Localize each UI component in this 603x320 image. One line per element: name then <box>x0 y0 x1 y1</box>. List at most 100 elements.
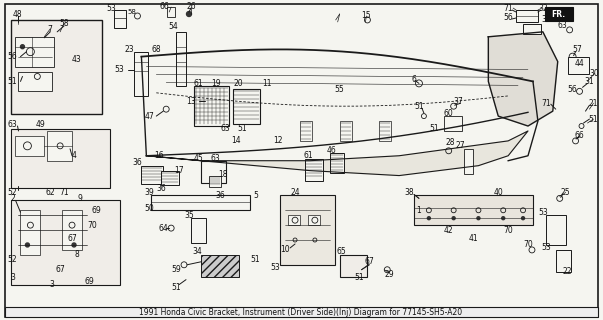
Text: 51: 51 <box>8 77 17 86</box>
Text: 48: 48 <box>13 10 22 19</box>
Bar <box>300 121 312 141</box>
Text: 16: 16 <box>154 151 164 160</box>
Text: 3: 3 <box>50 280 55 289</box>
Text: 44: 44 <box>575 59 584 68</box>
Text: 39: 39 <box>145 188 154 197</box>
Text: 22: 22 <box>563 267 572 276</box>
Text: 58: 58 <box>127 9 136 15</box>
Text: 18: 18 <box>218 170 227 179</box>
Text: 14: 14 <box>231 136 241 145</box>
Bar <box>523 24 541 34</box>
Bar <box>330 153 344 172</box>
Text: 51: 51 <box>355 273 364 282</box>
Text: 51: 51 <box>251 255 260 264</box>
Text: 8: 8 <box>75 250 80 260</box>
Text: 32: 32 <box>538 4 548 12</box>
Text: 64: 64 <box>159 224 168 233</box>
Text: 41: 41 <box>469 234 478 243</box>
Text: 53: 53 <box>541 244 551 252</box>
Text: 63: 63 <box>558 21 567 30</box>
Text: 35: 35 <box>184 211 194 220</box>
Bar <box>233 89 260 124</box>
Text: 71: 71 <box>59 188 69 197</box>
Text: 10: 10 <box>280 245 290 254</box>
Bar <box>567 57 590 75</box>
Bar <box>339 121 352 141</box>
Text: 5: 5 <box>253 191 258 200</box>
Bar <box>308 215 320 225</box>
Circle shape <box>72 243 76 247</box>
Text: 71: 71 <box>504 4 513 12</box>
Text: 56: 56 <box>504 13 513 22</box>
Text: 70: 70 <box>504 226 513 235</box>
Bar <box>21 210 40 255</box>
Text: 47: 47 <box>145 112 154 121</box>
Text: 57: 57 <box>573 45 582 54</box>
Text: 9: 9 <box>78 194 83 203</box>
Text: 62: 62 <box>45 188 55 197</box>
Text: 51: 51 <box>171 283 181 292</box>
Text: 1991 Honda Civic Bracket, Instrument (Driver Side)(Inj) Diagram for 77145-SH5-A2: 1991 Honda Civic Bracket, Instrument (Dr… <box>139 308 463 317</box>
Bar <box>545 7 573 21</box>
Text: 28: 28 <box>446 138 455 148</box>
Text: 66: 66 <box>575 132 584 140</box>
Text: 36: 36 <box>133 158 142 167</box>
Bar <box>142 166 163 183</box>
Bar <box>161 171 179 186</box>
Text: 51: 51 <box>589 115 598 124</box>
Text: 30: 30 <box>590 69 599 78</box>
Bar <box>280 196 335 265</box>
Text: 36: 36 <box>156 184 166 193</box>
Bar <box>379 121 391 141</box>
Text: 56: 56 <box>8 52 17 61</box>
Bar <box>201 161 226 182</box>
Text: 53: 53 <box>115 65 124 74</box>
Text: 23: 23 <box>125 45 134 54</box>
Text: 63: 63 <box>221 124 230 133</box>
Bar <box>11 200 119 284</box>
Bar <box>288 215 300 225</box>
Text: 51: 51 <box>429 124 438 133</box>
Text: 52: 52 <box>8 255 17 264</box>
Text: 17: 17 <box>174 166 184 175</box>
Text: 25: 25 <box>561 188 570 197</box>
Text: 59: 59 <box>171 265 181 274</box>
Bar <box>339 255 367 277</box>
Text: 68: 68 <box>151 45 161 54</box>
Bar <box>11 20 102 114</box>
Text: 54: 54 <box>168 22 178 31</box>
Bar <box>47 131 72 161</box>
Bar <box>414 196 533 225</box>
Text: 61: 61 <box>193 79 203 88</box>
Text: 53: 53 <box>538 208 548 217</box>
Text: 46: 46 <box>327 146 336 155</box>
Bar <box>62 210 82 250</box>
Polygon shape <box>147 131 528 176</box>
Text: 42: 42 <box>444 226 453 235</box>
Text: 67: 67 <box>55 265 65 274</box>
Text: 67: 67 <box>365 257 374 266</box>
Text: 65: 65 <box>336 247 347 256</box>
Text: 70: 70 <box>87 220 96 230</box>
Text: 58: 58 <box>59 20 69 28</box>
Bar <box>176 32 186 86</box>
Text: 38: 38 <box>404 188 414 197</box>
Text: 11: 11 <box>262 79 272 88</box>
Text: 1: 1 <box>417 206 421 215</box>
Text: 6: 6 <box>412 75 417 84</box>
Circle shape <box>502 217 505 220</box>
Text: 53: 53 <box>107 4 116 12</box>
Circle shape <box>25 243 30 247</box>
Circle shape <box>21 45 25 49</box>
Text: 66: 66 <box>159 2 169 11</box>
Text: 51: 51 <box>414 102 424 111</box>
Bar <box>14 37 54 67</box>
Bar <box>305 159 323 180</box>
Bar <box>17 71 52 91</box>
Bar <box>151 196 250 210</box>
Text: 37: 37 <box>453 97 464 106</box>
Bar <box>516 10 538 22</box>
Bar <box>556 250 570 272</box>
Bar <box>444 116 461 131</box>
Text: 69: 69 <box>85 277 95 286</box>
